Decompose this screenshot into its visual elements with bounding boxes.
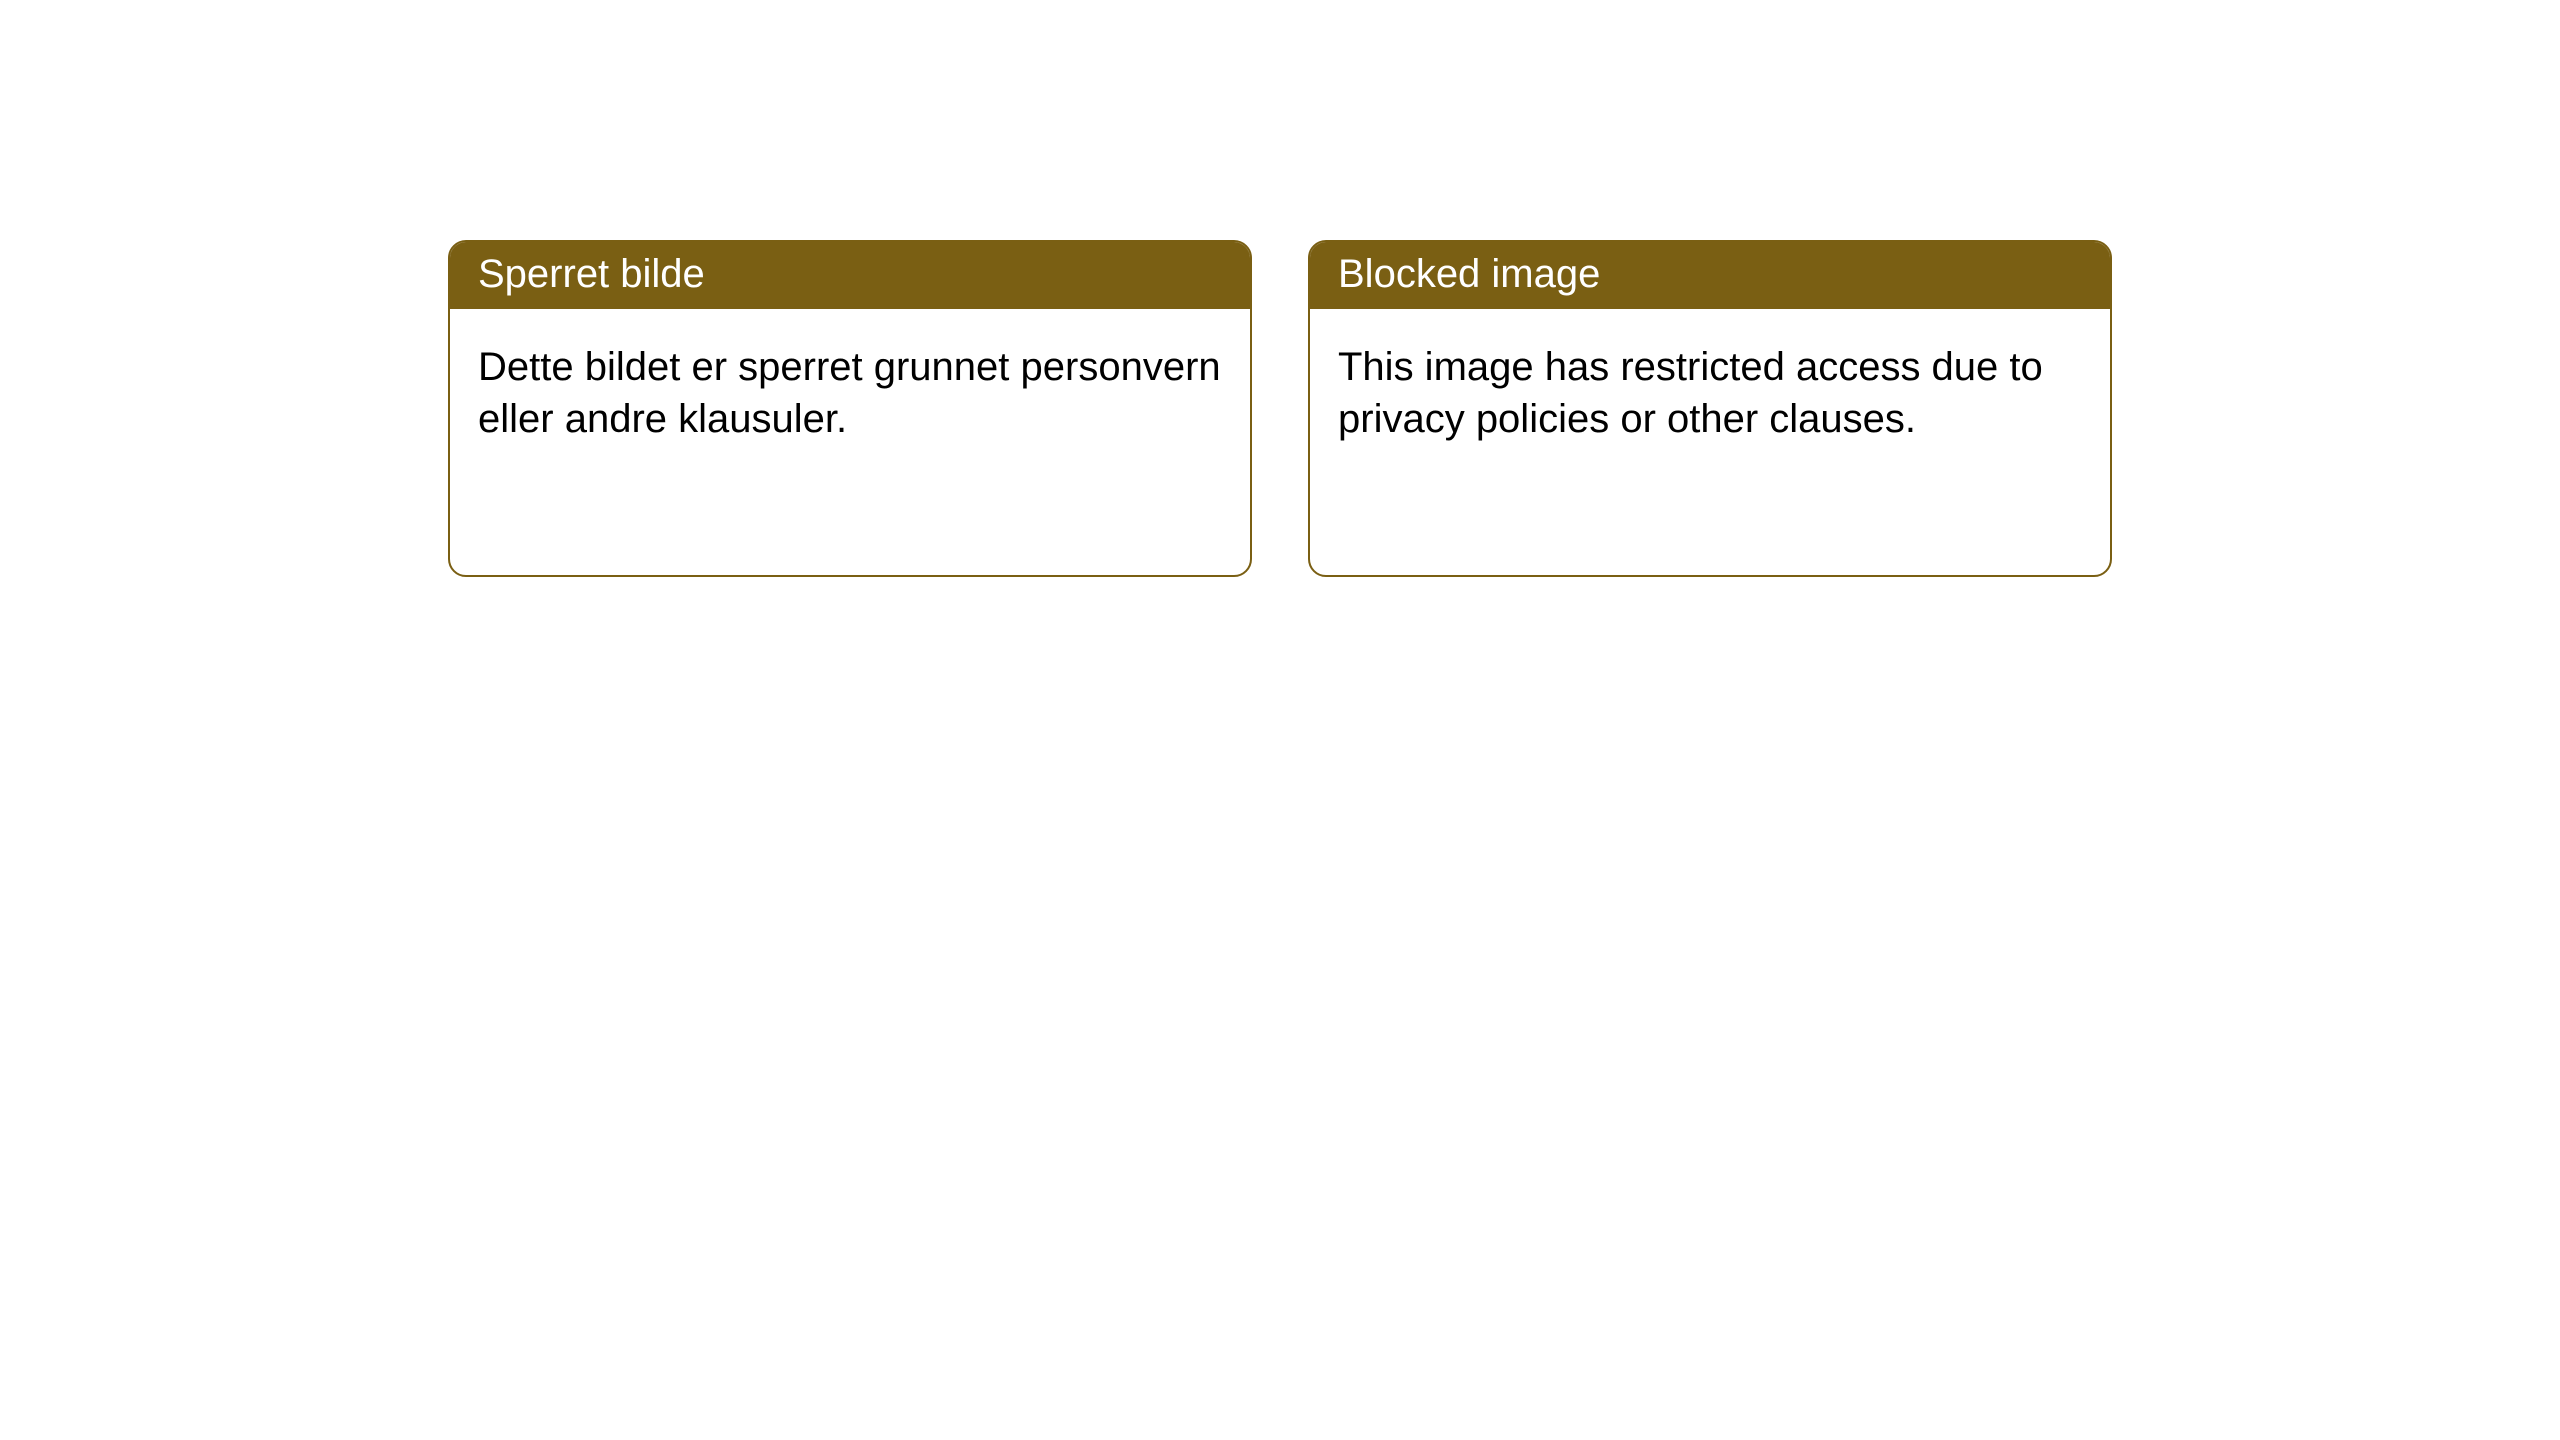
notice-container: Sperret bilde Dette bildet er sperret gr… bbox=[0, 0, 2560, 577]
notice-card-body: Dette bildet er sperret grunnet personve… bbox=[450, 309, 1250, 477]
notice-card-title: Sperret bilde bbox=[450, 242, 1250, 309]
notice-card-title: Blocked image bbox=[1310, 242, 2110, 309]
notice-card-en: Blocked image This image has restricted … bbox=[1308, 240, 2112, 577]
notice-card-body: This image has restricted access due to … bbox=[1310, 309, 2110, 477]
notice-card-no: Sperret bilde Dette bildet er sperret gr… bbox=[448, 240, 1252, 577]
